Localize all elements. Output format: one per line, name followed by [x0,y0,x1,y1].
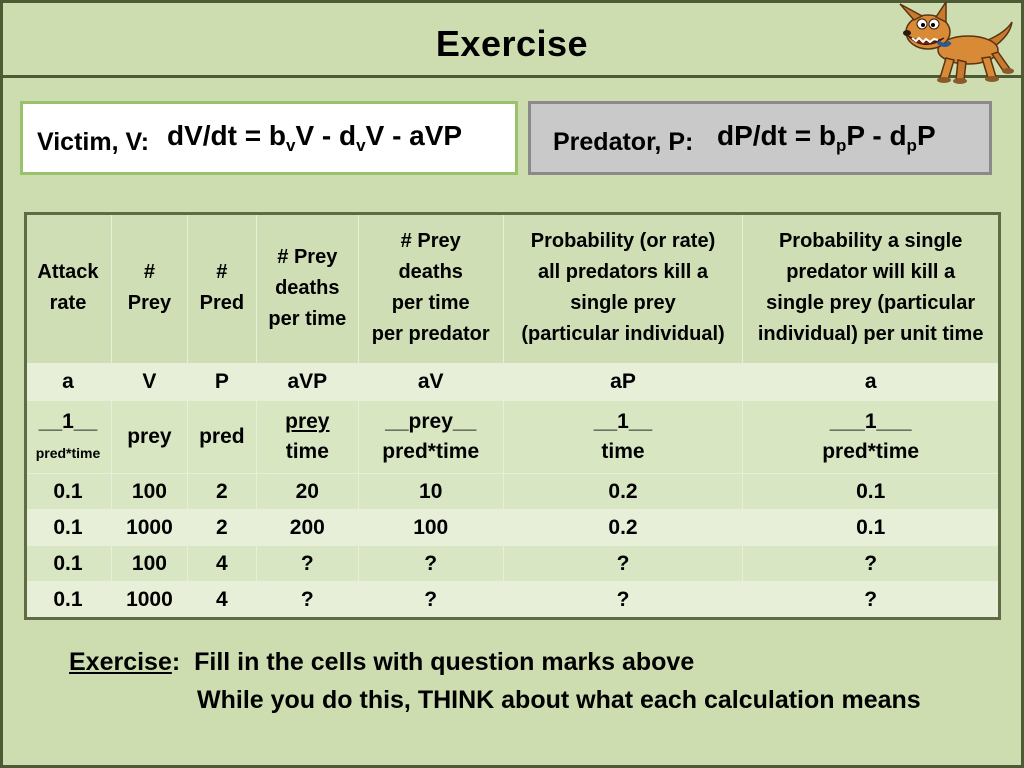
table-row: 0.1 100 4 ? ? ? ? [24,545,999,582]
value-cell: 0.2 [502,509,744,546]
units-row: __1__ pred*time prey pred prey time __prey… [24,400,999,474]
value-cell: 0.1 [742,509,999,546]
value-cell: ? [357,581,504,618]
table-row: 0.1 1000 4 ? ? ? ? [24,581,999,618]
symbol-cell: aVP [255,363,359,401]
value-cell: 2 [186,473,257,510]
exercise-heading: Exercise [69,648,172,676]
header-cell: Probability (or rate) all predators kill … [502,212,744,364]
header-cell: # Prey deaths per time per predator [357,212,504,364]
unit-cell: prey [110,400,188,474]
predator-equation-box: Predator, P: dP/dt = bpP - dpP [528,101,992,175]
victim-equation-box: Victim, V: dV/dt = bvV - dvV - aVP [20,101,518,175]
value-cell: 4 [186,545,257,582]
value-cell: 100 [357,509,504,546]
symbol-cell: a [24,363,112,401]
value-cell: 0.2 [502,473,744,510]
value-cell: 10 [357,473,504,510]
value-cell: 100 [110,473,188,510]
unit-cell: pred [186,400,257,474]
unit-cell: __1__ time [502,400,744,474]
victim-label: Victim, V: [37,128,150,156]
value-cell: ? [742,545,999,582]
value-cell: ? [255,581,359,618]
value-cell: 0.1 [24,509,112,546]
value-cell: 0.1 [24,545,112,582]
predator-label: Predator, P: [553,128,694,156]
exercise-instruction-line1: Exercise: Fill in the cells with questio… [69,648,695,676]
value-cell: 1000 [110,581,188,618]
header-cell: Attack rate [24,212,112,364]
symbol-cell: aV [357,363,504,401]
symbol-cell: P [186,363,257,401]
table-row: 0.1 100 2 20 10 0.2 0.1 [24,473,999,510]
value-cell: 100 [110,545,188,582]
value-cell: 0.1 [742,473,999,510]
table-header-row: Attack rate # Prey # Pred # Prey deaths per t… [24,212,999,364]
exercise-text-1: Fill in the cells with question marks ab… [194,648,695,676]
value-cell: 200 [255,509,359,546]
value-cell: ? [502,581,744,618]
symbol-row: a V P aVP aV aP a [24,363,999,401]
header-cell: # Prey deaths per time [255,212,359,364]
value-cell: 0.1 [24,581,112,618]
value-cell: ? [742,581,999,618]
value-cell: 20 [255,473,359,510]
title-bar: Exercise [3,3,1021,78]
header-cell: Probability a single predator will kill a… [742,212,999,364]
value-cell: 0.1 [24,473,112,510]
predation-table: Attack rate # Prey # Pred # Prey deaths per t… [24,212,999,618]
value-cell: 2 [186,509,257,546]
value-cell: ? [255,545,359,582]
header-cell: # Pred [186,212,257,364]
header-cell: # Prey [110,212,188,364]
unit-cell: ___1___ pred*time [742,400,999,474]
symbol-cell: V [110,363,188,401]
unit-cell: __1__ pred*time [24,400,112,474]
victim-formula: dV/dt = bvV - dvV - aVP [167,120,463,155]
value-cell: ? [357,545,504,582]
predator-formula: dP/dt = bpP - dpP [717,120,936,155]
value-cell: 1000 [110,509,188,546]
unit-cell: __prey__ pred*time [357,400,504,474]
unit-cell: prey time [255,400,359,474]
symbol-cell: a [742,363,999,401]
symbol-cell: aP [502,363,744,401]
value-cell: 4 [186,581,257,618]
slide-title: Exercise [435,23,589,64]
table-row: 0.1 1000 2 200 100 0.2 0.1 [24,509,999,546]
exercise-instruction-line2: While you do this, THINK about what each… [197,686,921,714]
value-cell: ? [502,545,744,582]
cartoon-dog-icon [899,2,1014,84]
